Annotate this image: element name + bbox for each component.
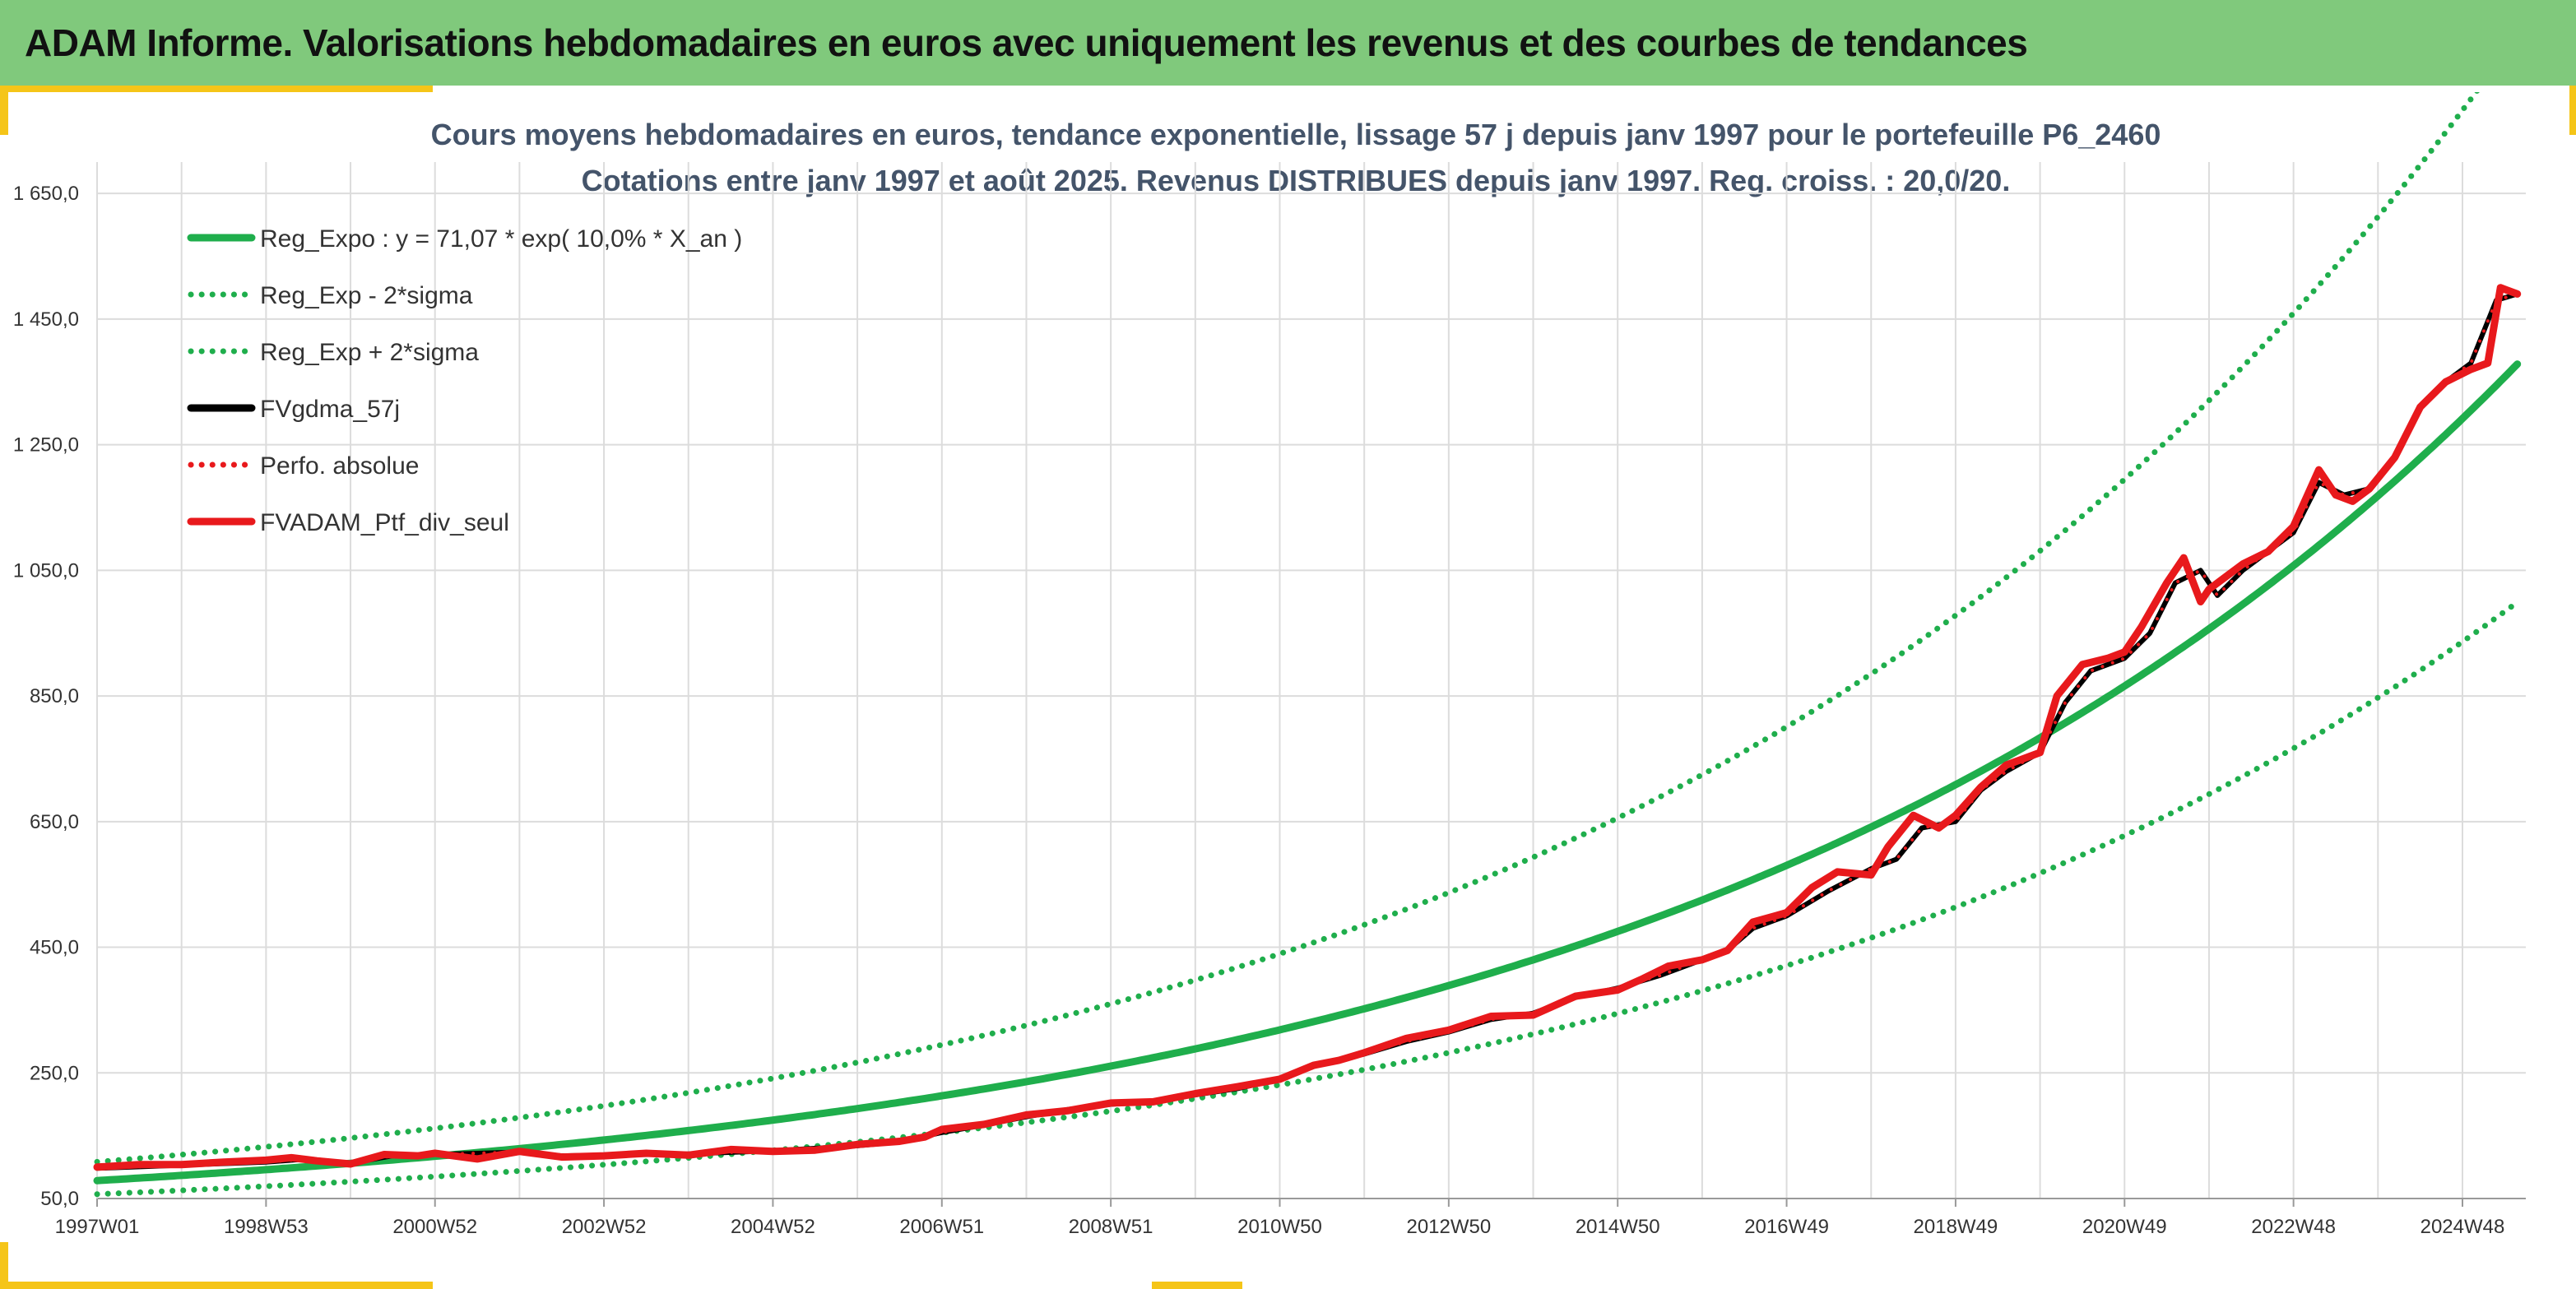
x-tick-label: 1997W01	[55, 1216, 140, 1238]
x-tick-label: 2018W49	[1914, 1216, 1998, 1238]
y-tick-label: 1 650,0	[13, 183, 79, 205]
legend-label: Perfo. absolue	[260, 452, 419, 480]
page-title: ADAM Informe. Valorisations hebdomadaire…	[25, 21, 2028, 64]
series-layer	[93, 32, 2522, 1198]
x-tick-label: 1998W53	[224, 1216, 309, 1238]
series-line	[94, 599, 2521, 1198]
y-tick-label: 1 450,0	[13, 308, 79, 331]
y-tick-label: 450,0	[30, 937, 79, 959]
y-tick-label: 250,0	[30, 1062, 79, 1084]
y-tick-label: 650,0	[30, 811, 79, 833]
chart-container: Cours moyens hebdomadaires en euros, ten…	[0, 32, 2576, 1282]
x-tick-label: 2008W51	[1069, 1216, 1153, 1238]
header-bar: ADAM Informe. Valorisations hebdomadaire…	[0, 0, 2576, 86]
x-tick-label: 2010W50	[1237, 1216, 1322, 1238]
series-line	[93, 284, 2522, 1171]
legend-label: Reg_Exp - 2*sigma	[260, 282, 473, 309]
series-line	[95, 291, 2520, 1171]
legend-label: FVgdma_57j	[260, 396, 400, 423]
x-tick-label: 2022W48	[2251, 1216, 2336, 1238]
chart-title: Cours moyens hebdomadaires en euros, ten…	[431, 118, 2161, 151]
legend-label: Reg_Exp + 2*sigma	[260, 339, 479, 366]
legend-label: Reg_Expo : y = 71,07 * exp( 10,0% * X_an…	[260, 225, 742, 253]
y-tick-label: 50,0	[40, 1188, 79, 1210]
x-tick-label: 2004W52	[731, 1216, 815, 1238]
axis-layer: 50,0 250,0 450,0 650,0 850,0 1 050,0 1 250,0 1 …	[13, 162, 2526, 1238]
frame-accent	[0, 1242, 8, 1289]
frame-accent	[2569, 86, 2576, 135]
chart-subtitle: Cotations entre janv 1997 et août 2025. …	[582, 164, 2011, 197]
frame-accent	[1152, 1282, 1242, 1289]
y-tick-label: 1 250,0	[13, 434, 79, 457]
x-tick-label: 2014W50	[1576, 1216, 1660, 1238]
frame-accent	[0, 86, 433, 92]
x-tick-label: 2020W49	[2082, 1216, 2167, 1238]
grid-layer	[96, 162, 2526, 1199]
x-tick-label: 2006W51	[899, 1216, 984, 1238]
series-line	[94, 32, 2521, 1165]
y-tick-label: 1 050,0	[13, 559, 79, 582]
x-tick-label: 2016W49	[1744, 1216, 1829, 1238]
x-tick-label: 2024W48	[2421, 1216, 2505, 1238]
y-tick-label: 850,0	[30, 685, 79, 707]
frame-accent	[0, 1282, 433, 1289]
x-tick-label: 2012W50	[1406, 1216, 1491, 1238]
series-line	[95, 292, 2519, 1171]
line-chart: Cours moyens hebdomadaires en euros, ten…	[13, 32, 2526, 1238]
x-tick-label: 2002W52	[562, 1216, 647, 1238]
legend-label: FVADAM_Ptf_div_seul	[260, 509, 509, 536]
legend: Reg_Expo : y = 71,07 * exp( 10,0% * X_an…	[187, 225, 742, 536]
x-tick-label: 2000W52	[392, 1216, 477, 1238]
frame-accent	[0, 86, 8, 135]
series-line	[93, 360, 2522, 1185]
